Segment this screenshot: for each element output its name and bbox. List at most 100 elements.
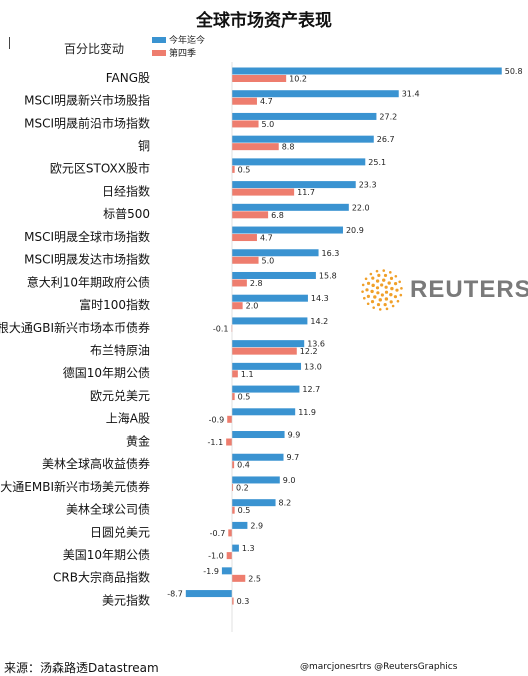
bar-ytd <box>232 90 399 98</box>
bar-q4 <box>232 370 238 378</box>
category-label: 美林全球公司债 <box>66 502 150 517</box>
logo-dot <box>370 300 375 304</box>
logo-dot <box>375 279 380 283</box>
bar-ytd <box>232 431 285 439</box>
logo-dot <box>384 285 388 289</box>
logo-dot <box>369 272 373 276</box>
logo-dot <box>366 294 371 298</box>
logo-dot <box>370 289 374 294</box>
bar-q4 <box>232 483 234 491</box>
bar-ytd <box>232 385 300 393</box>
value-label-q4: 12.2 <box>300 347 318 356</box>
value-label-ytd: 14.2 <box>310 317 328 326</box>
bar-q4 <box>232 506 235 514</box>
value-label-ytd: 9.9 <box>288 431 301 440</box>
legend-label-q4: 第四季 <box>169 49 197 59</box>
value-label-q4: -0.7 <box>210 529 226 538</box>
value-label-ytd: -1.9 <box>203 567 219 576</box>
value-label-ytd: 11.9 <box>298 408 316 417</box>
value-label-ytd: 50.8 <box>505 67 523 76</box>
bar-q4 <box>232 75 287 82</box>
reuters-wordmark: REUTERS <box>410 276 528 303</box>
bar-q4 <box>232 279 247 287</box>
value-label-q4: 5.0 <box>262 256 275 265</box>
value-label-q4: 0.5 <box>238 165 251 174</box>
logo-dot <box>383 273 388 278</box>
bar-ytd <box>232 340 305 348</box>
bar-q4 <box>232 188 295 196</box>
logo-dot <box>391 304 395 308</box>
value-label-ytd: 26.7 <box>377 135 395 144</box>
logo-dot <box>380 283 384 287</box>
reuters-logo: REUTERS <box>360 268 528 312</box>
category-label: 、摩根大通GBI新兴市场本币债券 <box>0 320 150 335</box>
value-label-q4: 0.5 <box>238 393 251 402</box>
category-label: 美元指数 <box>102 592 150 607</box>
category-label: MSCI明晟新兴市场股指 <box>24 93 150 108</box>
bar-ytd <box>232 67 502 75</box>
legend: 今年迄今 第四季 <box>152 33 205 59</box>
category-label: 上海A股 <box>106 411 150 426</box>
logo-dot <box>387 281 391 285</box>
category-label: 铜 <box>138 138 150 153</box>
bar-ytd <box>185 590 232 598</box>
bar-q4 <box>232 347 297 355</box>
category-label: 欧元区STOXX股市 <box>50 161 150 176</box>
logo-dot <box>363 296 366 300</box>
value-label-q4: 0.4 <box>237 461 250 470</box>
value-label-q4: 1.1 <box>241 370 254 379</box>
value-label-q4: 0.3 <box>237 597 250 606</box>
bar-q4 <box>232 120 259 128</box>
logo-dot <box>389 271 392 274</box>
bar-q4 <box>232 211 269 219</box>
value-label-q4: 6.8 <box>271 211 284 220</box>
bar-q4 <box>232 97 257 105</box>
bar-ytd <box>232 453 284 461</box>
bar-ytd <box>232 135 374 143</box>
logo-dot <box>393 295 398 299</box>
bar-q4 <box>232 393 235 401</box>
category-label: 标普500 <box>103 207 150 221</box>
logo-dot <box>400 287 403 290</box>
value-label-q4: 4.7 <box>260 234 273 243</box>
bar-ytd <box>232 294 308 302</box>
value-label-q4: -0.9 <box>209 415 225 424</box>
value-label-q4: 4.7 <box>260 97 273 106</box>
logo-dot <box>361 283 365 287</box>
bar-q4 <box>232 302 243 310</box>
logo-dot <box>377 273 381 277</box>
value-label-q4: 0.2 <box>236 483 249 492</box>
value-label-ytd: -8.7 <box>167 590 183 599</box>
credit-note: @marcjonesrtrs @ReutersGraphics <box>300 662 458 672</box>
value-label-q4: 2.0 <box>246 302 259 311</box>
value-label-ytd: 13.0 <box>304 362 322 371</box>
value-label-q4: 10.2 <box>289 75 307 84</box>
logo-dot <box>384 290 389 294</box>
value-label-q4: -1.0 <box>208 552 224 561</box>
logo-dot <box>373 295 377 299</box>
logo-dot <box>384 297 389 301</box>
logo-dot <box>398 280 401 284</box>
logo-dot <box>376 291 380 295</box>
value-label-q4: 2.5 <box>248 574 261 583</box>
legend-item-ytd: 今年迄今 <box>152 33 205 46</box>
value-label-ytd: 15.8 <box>319 271 337 280</box>
bar-q4 <box>232 574 246 582</box>
category-label: MSCI明晟全球市场指数 <box>24 229 150 244</box>
category-label: 欧元兑美元 <box>90 389 150 403</box>
bar-ytd <box>232 317 308 325</box>
logo-dot <box>389 300 393 304</box>
bar-q4 <box>232 256 259 264</box>
logo-dot <box>378 308 382 311</box>
bar-ytd <box>232 249 319 257</box>
bar-ytd <box>232 271 316 279</box>
logo-dot <box>382 278 386 282</box>
bar-q4 <box>226 552 232 560</box>
logo-dot <box>371 276 375 280</box>
source-note: 来源：汤森路透Datastream <box>4 661 159 675</box>
bar-q4 <box>228 529 232 537</box>
logo-dot <box>393 282 398 286</box>
logo-dot <box>399 293 403 297</box>
bar-ytd <box>232 203 349 211</box>
